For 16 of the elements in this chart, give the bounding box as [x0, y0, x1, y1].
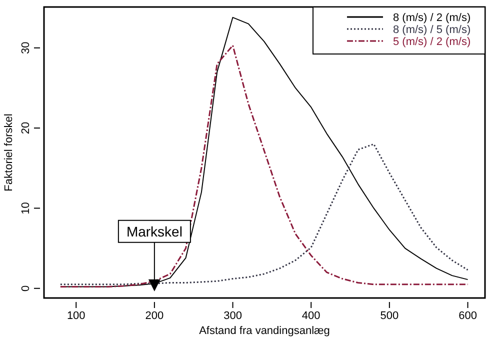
x-tick-label: 300	[224, 310, 242, 322]
legend-label: 5 (m/s) / 2 (m/s)	[393, 36, 471, 48]
x-tick-label: 600	[458, 310, 477, 322]
x-tick-label: 500	[380, 310, 399, 322]
y-tick-label: 10	[20, 202, 32, 214]
y-tick-label: 20	[20, 122, 32, 134]
y-tick-label: 0	[20, 285, 32, 292]
x-tick-label: 100	[66, 310, 86, 322]
x-tick-label: 400	[302, 310, 320, 322]
y-tick-label: 30	[20, 42, 32, 54]
annotation: Markskel	[126, 223, 182, 240]
legend-label: 8 (m/s) / 2 (m/s)	[393, 12, 471, 24]
x-tick-label: 200	[145, 310, 164, 322]
y-axis-title: Faktoriel forskel	[3, 114, 15, 192]
x-axis-title: Afstand fra vandingsanlæg	[199, 325, 330, 337]
legend-label: 8 (m/s) / 5 (m/s)	[393, 24, 471, 36]
